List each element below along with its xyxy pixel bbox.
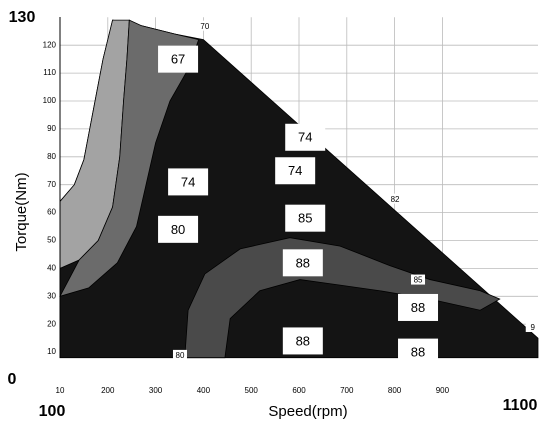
contour-label-box xyxy=(525,321,540,332)
x-tick-label: 200 xyxy=(101,386,115,395)
contour-label-box xyxy=(172,349,187,360)
regions xyxy=(59,19,539,359)
contour-label-box xyxy=(158,45,199,73)
contour-label: 80 xyxy=(171,222,185,237)
x-tick-label: 600 xyxy=(292,386,306,395)
x-tick-label: 800 xyxy=(388,386,402,395)
y-tick-label: 80 xyxy=(47,152,56,161)
x-axis-label: Speed(rpm) xyxy=(268,403,347,420)
contour-label-box xyxy=(168,168,209,196)
contour-label-box xyxy=(282,327,323,355)
y-tick-label: 10 xyxy=(47,347,56,356)
x-min-label: 100 xyxy=(39,403,66,420)
contour-label: 74 xyxy=(288,163,302,178)
contour-label: 67 xyxy=(171,52,185,67)
contour-label-box xyxy=(197,20,212,31)
x-tick-label: 400 xyxy=(197,386,211,395)
contour-label-box xyxy=(285,123,326,151)
y-tick-label: 110 xyxy=(43,68,56,77)
contour-label-box xyxy=(285,204,326,232)
y-tick-label: 30 xyxy=(47,291,56,300)
y-tick-label: 40 xyxy=(47,264,56,273)
contour-region xyxy=(184,237,501,359)
contour-label: 88 xyxy=(411,300,425,315)
contour-label: 82 xyxy=(391,195,400,204)
y-max-label: 130 xyxy=(9,9,36,26)
contour-label-box xyxy=(398,293,439,321)
x-tick-label: 500 xyxy=(245,386,259,395)
contour-label-box xyxy=(158,215,199,243)
contour-label: 9 xyxy=(531,323,536,332)
contour-label: 88 xyxy=(296,255,310,270)
x-tick-label: 300 xyxy=(149,386,163,395)
x-max-label: 1100 xyxy=(503,397,538,414)
contour-label-box xyxy=(282,249,323,277)
contour-label: 80 xyxy=(176,351,185,360)
x-tick-label: 900 xyxy=(436,386,450,395)
y-tick-label: 100 xyxy=(43,96,57,105)
contour-label: 85 xyxy=(414,276,423,285)
y-tick-label: 20 xyxy=(47,319,56,328)
x-tick-label: 10 xyxy=(56,386,65,395)
y-tick-label: 60 xyxy=(47,208,56,217)
contour-label-box xyxy=(388,193,403,204)
contour-label-box xyxy=(275,157,316,185)
contour-region xyxy=(59,19,200,297)
contour-label-box xyxy=(398,338,439,366)
contour-label: 88 xyxy=(296,333,310,348)
y-axis-label: Torque(Nm) xyxy=(13,172,30,251)
contour-label: 85 xyxy=(298,211,312,226)
contour-label: 74 xyxy=(298,130,312,145)
y-tick-label: 120 xyxy=(43,40,57,49)
contour-label: 70 xyxy=(200,22,209,31)
contour-label-box xyxy=(411,274,426,285)
contour-label: 88 xyxy=(411,345,425,360)
x-tick-label: 700 xyxy=(340,386,354,395)
y-tick-label: 50 xyxy=(47,236,56,245)
y-min-label: 0 xyxy=(8,371,17,388)
y-tick-label: 70 xyxy=(47,180,56,189)
labels: 67 74 74 74 80 85 88 88 88 88 70 82 85 80 9 xyxy=(158,20,540,366)
contour-label: 74 xyxy=(181,174,195,189)
y-tick-label: 90 xyxy=(47,124,56,133)
